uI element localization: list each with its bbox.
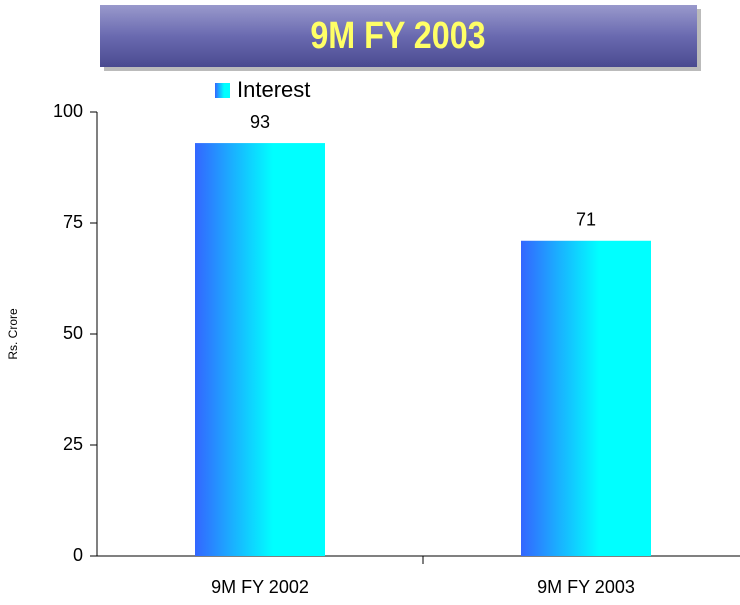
y-tick-label: 25: [63, 434, 83, 454]
y-tick-label: 0: [73, 545, 83, 565]
y-axis-label: Rs. Crore: [6, 308, 20, 360]
data-label: 71: [576, 210, 596, 230]
y-tick-label: 50: [63, 323, 83, 343]
x-tick-label: 9M FY 2002: [211, 577, 309, 597]
title-banner: [100, 5, 697, 67]
y-tick-label: 75: [63, 212, 83, 232]
bar: [521, 240, 651, 556]
bar: [195, 143, 325, 556]
x-tick-label: 9M FY 2003: [537, 577, 635, 597]
data-label: 93: [250, 112, 270, 132]
legend-label: Interest: [237, 77, 310, 102]
chart-title: 9M FY 2003: [310, 15, 485, 57]
legend-swatch: [215, 83, 230, 98]
y-tick-label: 100: [53, 101, 83, 121]
